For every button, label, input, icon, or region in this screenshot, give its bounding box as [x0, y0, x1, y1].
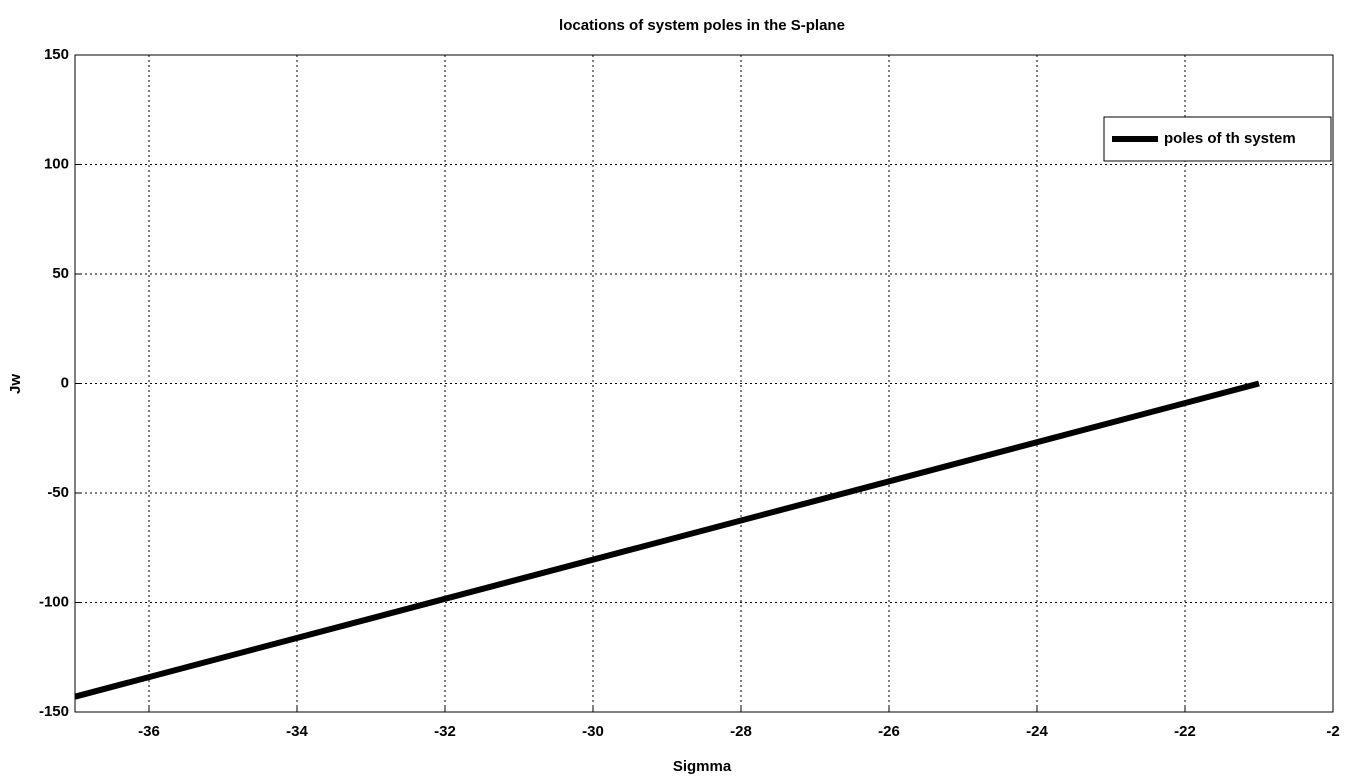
x-tick-label: -24: [1026, 723, 1048, 740]
y-tick-label: -100: [39, 593, 69, 610]
x-tick-label: -36: [138, 723, 160, 740]
y-tick-label: -150: [39, 703, 69, 720]
chart-title: locations of system poles in the S-plane: [559, 17, 845, 34]
x-axis-label: Sigmma: [673, 758, 732, 775]
plot-frame: [74, 54, 1334, 713]
y-tick-label: 100: [44, 155, 69, 172]
y-tick-label: 150: [44, 46, 69, 63]
x-tick-label: -26: [878, 723, 900, 740]
legend-label: poles of th system: [1164, 130, 1296, 147]
y-axis-label: Jw: [7, 374, 24, 394]
x-tick-label: -34: [286, 723, 308, 740]
y-tick-label: -50: [47, 484, 69, 501]
x-tick-label: -28: [730, 723, 752, 740]
y-tick-label: 0: [61, 374, 69, 391]
y-tick-label: 50: [52, 265, 69, 282]
data-line: [74, 380, 1260, 700]
x-tick-label: -32: [434, 723, 456, 740]
x-tick-label: -22: [1174, 723, 1196, 740]
x-tick-label: -30: [582, 723, 604, 740]
x-tick-label: -2: [1326, 723, 1339, 740]
